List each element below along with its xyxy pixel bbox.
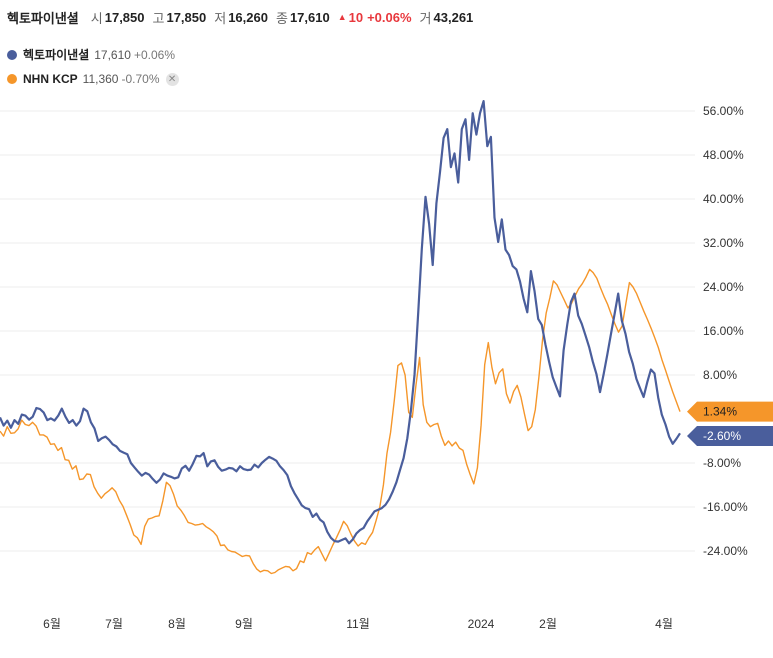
flag-shape [687, 401, 773, 422]
x-tick-label: 7월 [105, 617, 123, 631]
legend-item-hecto[interactable]: 헥토파이낸셜 17,610 +0.06% [7, 46, 175, 63]
close-value: 17,610 [289, 9, 330, 25]
close-icon[interactable]: ✕ [165, 72, 179, 86]
series-line [0, 268, 681, 575]
y-tick-label: 40.00% [703, 192, 744, 206]
stock-name: 헥토파이낸셜 [7, 10, 79, 26]
x-tick-label: 2024 [468, 617, 495, 631]
y-tick-label: -8.00% [703, 456, 741, 470]
legend-item-nhnkcp[interactable]: NHN KCP 11,360 -0.70% ✕ [7, 72, 179, 86]
quote-header: 헥토파이낸셜 시 17,850 고 17,850 저 16,260 종 17,6… [7, 7, 481, 27]
legend-name: 헥토파이낸셜 [23, 48, 90, 62]
flag-shape [687, 426, 773, 446]
y-tick-label: 16.00% [703, 324, 744, 338]
legend-change: -0.70% [121, 72, 160, 86]
last-value-flag: 1.34% [687, 401, 773, 422]
high-label: 고 [152, 10, 165, 26]
volume-label: 거 [419, 10, 432, 26]
change-percent: +0.06% [367, 9, 412, 25]
y-tick-label: 56.00% [703, 104, 744, 118]
x-tick-label: 4월 [655, 617, 673, 631]
change-value: 10 [348, 9, 364, 25]
series-color-dot [7, 49, 17, 60]
y-tick-label: -24.00% [703, 544, 748, 558]
last-value-label: -2.60% [703, 429, 741, 443]
x-tick-label: 11월 [346, 617, 370, 631]
x-tick-label: 9월 [235, 617, 253, 631]
series-line [0, 99, 681, 545]
y-tick-label: 24.00% [703, 280, 744, 294]
legend-value: 17,610 [94, 47, 131, 62]
y-tick-label: -16.00% [703, 500, 748, 514]
x-tick-label: 2월 [539, 617, 557, 631]
open-label: 시 [90, 10, 103, 26]
legend-change: +0.06% [133, 47, 175, 62]
y-tick-label: 32.00% [703, 236, 744, 250]
series-color-dot [7, 74, 17, 84]
open-value: 17,850 [104, 9, 145, 25]
low-label: 저 [214, 10, 227, 26]
x-tick-label: 6월 [43, 617, 61, 631]
close-label: 종 [275, 10, 288, 26]
high-value: 17,850 [166, 9, 207, 25]
x-tick-label: 8월 [168, 617, 186, 631]
y-tick-label: 8.00% [703, 368, 737, 382]
legend-value: 11,360 [82, 72, 119, 86]
low-value: 16,260 [228, 9, 268, 25]
last-value-flag: -2.60% [687, 426, 773, 446]
volume-value: 43,261 [433, 9, 474, 25]
legend-name: NHN KCP [23, 72, 78, 86]
last-value-label: 1.34% [703, 405, 737, 419]
up-triangle-icon: ▲ [337, 12, 347, 22]
y-tick-label: 48.00% [703, 148, 744, 162]
